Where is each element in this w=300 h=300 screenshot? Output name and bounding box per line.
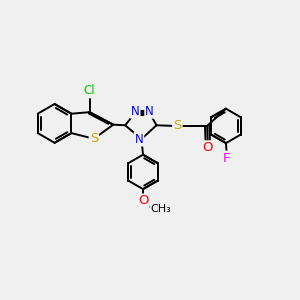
Text: S: S — [173, 119, 182, 132]
Text: N: N — [131, 105, 140, 118]
Text: F: F — [223, 152, 230, 165]
Text: O: O — [202, 141, 213, 154]
Text: S: S — [90, 132, 98, 145]
Text: N: N — [145, 105, 154, 118]
Text: N: N — [135, 133, 143, 146]
Text: CH₃: CH₃ — [151, 203, 171, 214]
Text: Cl: Cl — [84, 84, 95, 98]
Text: O: O — [138, 194, 148, 208]
